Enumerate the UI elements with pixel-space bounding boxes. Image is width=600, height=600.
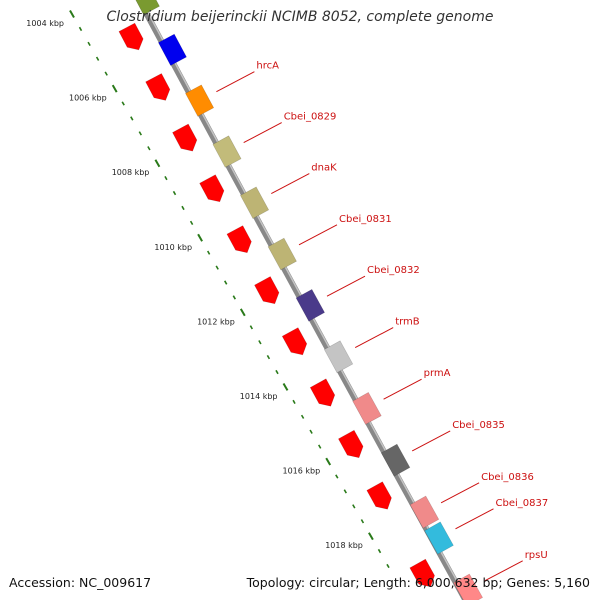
ruler-minor-tick <box>181 205 185 211</box>
genome-summary-text: Topology: circular; Length: 6,000,632 bp… <box>246 575 590 590</box>
ruler-label: 1010 kbp <box>154 243 192 252</box>
ruler-major-tick <box>368 532 374 541</box>
gene-reverse-feature <box>281 327 308 356</box>
label-leader-line <box>455 508 494 530</box>
ruler-minor-tick <box>172 190 177 196</box>
gene-prmA <box>352 391 382 425</box>
ruler-minor-tick <box>138 131 142 136</box>
ruler-minor-tick <box>207 250 211 255</box>
gene-label: rpsU <box>525 550 548 561</box>
ruler-minor-tick <box>249 325 253 330</box>
ruler-minor-tick <box>352 504 356 509</box>
ruler-minor-tick <box>318 444 322 449</box>
gene-reverse-feature <box>145 73 171 101</box>
ruler-major-tick <box>282 382 289 391</box>
gene-label: dnaK <box>311 163 337 174</box>
ruler-minor-tick <box>87 41 91 46</box>
ruler-minor-tick <box>275 369 279 375</box>
ruler-minor-tick <box>189 220 194 225</box>
gene-label: Cbei_0829 <box>284 112 337 123</box>
label-leader-line <box>298 224 338 246</box>
ruler-minor-tick <box>266 355 271 360</box>
gene-reverse-feature <box>409 558 435 588</box>
label-leader-line <box>216 71 255 93</box>
ruler-major-tick <box>154 159 161 168</box>
label-leader-line <box>354 327 394 349</box>
gene-label: trmB <box>395 317 420 328</box>
gene-label: Cbei_0837 <box>496 498 549 509</box>
ruler-minor-tick <box>215 265 219 270</box>
gene-label: Cbei_0831 <box>339 214 392 225</box>
label-leader-line <box>440 482 480 504</box>
gene-reverse-feature <box>309 378 336 407</box>
ruler-minor-tick <box>377 548 382 554</box>
gene-hrcA <box>185 84 215 117</box>
ruler-minor-tick <box>300 414 305 419</box>
gene-forward-feature <box>135 0 160 16</box>
map-title: Clostridium beijerinckii NCIMB 8052, com… <box>106 9 494 25</box>
ruler-label: 1008 kbp <box>112 168 150 177</box>
label-leader-line <box>411 430 451 452</box>
gene-reverse-feature <box>118 22 144 51</box>
ruler-minor-tick <box>292 399 296 404</box>
gene-Cbei_0829 <box>212 135 242 168</box>
gene-labels: hrcA Cbei_0829 dnaK Cbei_0831 Cbei_0832 trmB p… <box>216 61 549 582</box>
gene-trmB <box>323 340 354 374</box>
ruler-minor-tick <box>335 474 339 479</box>
label-leader-line <box>383 378 422 400</box>
ruler-minor-tick <box>360 519 365 524</box>
ruler-label: 1016 kbp <box>282 467 320 476</box>
gene-Cbei_0835 <box>380 443 411 477</box>
gene-reverse-feature <box>366 481 392 510</box>
gene-label: Cbei_0836 <box>481 472 534 483</box>
gene-Cbei_0831 <box>267 237 297 271</box>
gene-features <box>118 0 484 600</box>
gene-reverse-feature <box>226 225 252 254</box>
ruler-major-tick <box>197 233 203 242</box>
ruler-minor-tick <box>104 71 108 76</box>
label-leader-line <box>271 173 310 195</box>
gene-label: prmA <box>424 368 451 379</box>
ruler-minor-tick <box>130 116 134 121</box>
ruler-minor-tick <box>309 429 313 434</box>
gene-label: hrcA <box>256 61 279 72</box>
gene-Cbei_0836 <box>409 495 440 529</box>
ruler-minor-tick <box>232 295 236 300</box>
ruler-minor-tick <box>343 489 347 494</box>
ruler-label: 1014 kbp <box>240 392 278 401</box>
accession-text: Accession: NC_009617 <box>9 575 152 590</box>
ruler-label: 1006 kbp <box>69 94 107 103</box>
gene-reverse-feature <box>172 123 198 152</box>
ruler-major-tick <box>111 84 118 93</box>
gene-label: Cbei_0832 <box>367 265 420 276</box>
gene-rpsU <box>453 573 484 600</box>
ruler-major-tick <box>239 308 246 317</box>
ruler-minor-tick <box>386 563 390 569</box>
ruler-label: 1004 kbp <box>26 19 64 28</box>
label-leader-line <box>243 122 282 144</box>
label-leader-line <box>326 275 366 297</box>
ruler-major-tick <box>325 457 332 466</box>
ruler-label: 1012 kbp <box>197 317 235 326</box>
gene-Cbei_0837 <box>424 521 454 555</box>
ruler-minor-tick <box>224 280 228 285</box>
ruler-minor-tick <box>95 56 100 61</box>
ruler-label: 1018 kbp <box>325 541 363 550</box>
gene-forward-feature <box>157 33 187 66</box>
gene-reverse-feature <box>199 174 225 203</box>
gene-dnaK <box>239 186 270 219</box>
ruler-minor-tick <box>164 176 168 181</box>
gene-Cbei_0832 <box>295 288 326 322</box>
gene-reverse-feature <box>254 276 280 305</box>
ruler-minor-tick <box>147 146 151 151</box>
gene-reverse-feature <box>337 429 364 459</box>
ruler-major-tick <box>69 10 75 18</box>
scale-ruler: 1004 kbp 1006 kbp 1008 kbp 1010 kbp 1012 kbp… <box>26 10 390 569</box>
ruler-minor-tick <box>78 26 83 32</box>
gene-label: Cbei_0835 <box>452 420 505 431</box>
ruler-minor-tick <box>121 101 125 106</box>
ruler-minor-tick <box>258 340 262 345</box>
label-leader-line <box>484 560 523 582</box>
